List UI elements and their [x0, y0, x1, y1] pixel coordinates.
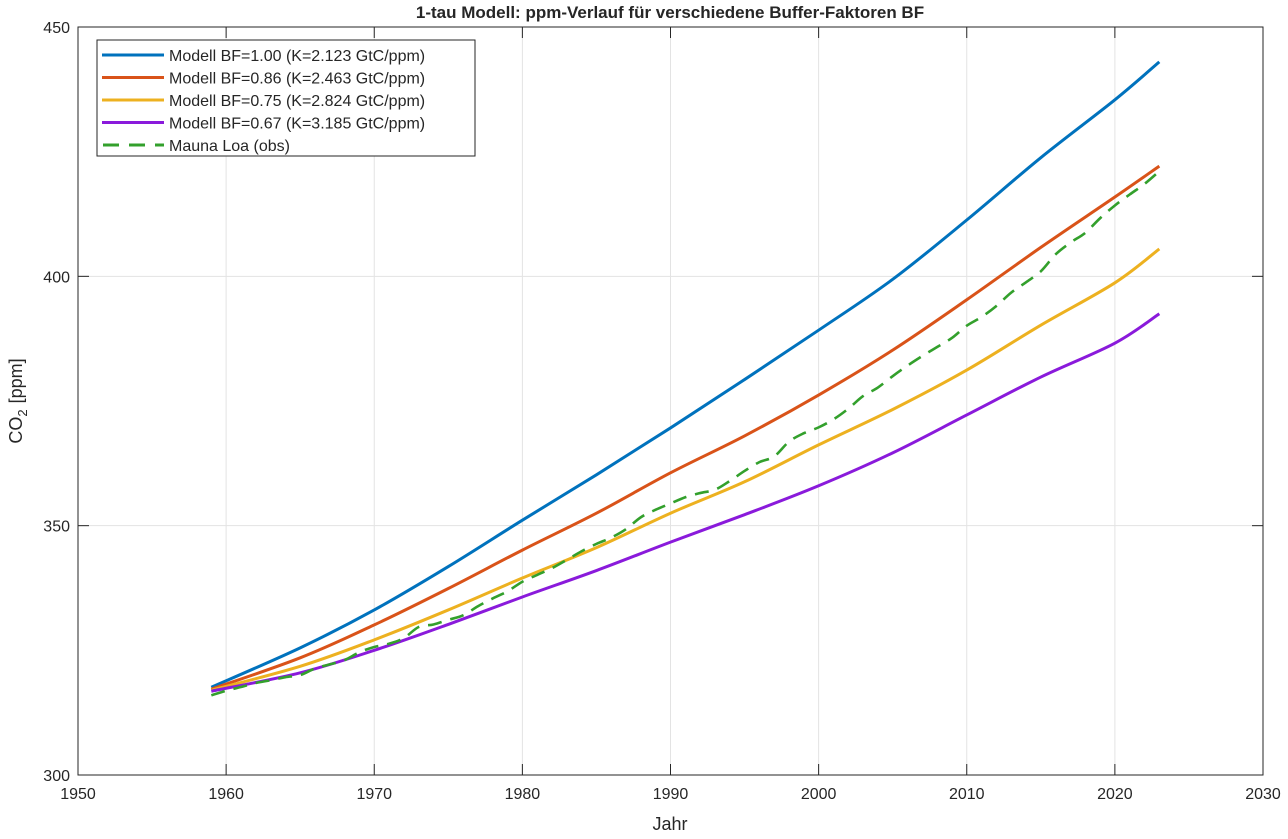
axis-ticks: 1950 1960 1970 1980 1990 2000 2010 2020 2030 300 3… [43, 20, 1281, 803]
x-tick-label: 1960 [208, 786, 244, 803]
x-tick-label: 2000 [801, 786, 837, 803]
y-tick-label: 400 [43, 269, 70, 286]
series-line-1 [210, 60, 1161, 689]
legend-label: Modell BF=0.86 (K=2.463 GtC/ppm) [169, 71, 425, 88]
legend-label: Mauna Loa (obs) [169, 138, 290, 155]
series-line-5 [210, 170, 1161, 697]
x-tick-label: 1980 [505, 786, 541, 803]
series-line-4 [211, 312, 1161, 693]
x-tick-label: 1950 [60, 786, 96, 803]
x-tick-label: 1970 [356, 786, 392, 803]
legend: Modell BF=1.00 (K=2.123 GtC/ppm) Modell B… [96, 39, 476, 157]
x-axis-label: Jahr [652, 814, 687, 834]
y-tick-label: 300 [43, 768, 70, 785]
legend-label: Modell BF=1.00 (K=2.123 GtC/ppm) [169, 48, 425, 65]
legend-label: Modell BF=0.67 (K=3.185 GtC/ppm) [169, 116, 425, 133]
y-tick-label: 450 [43, 20, 70, 37]
x-tick-label: 2030 [1245, 786, 1281, 803]
legend-label: Modell BF=0.75 (K=2.824 GtC/ppm) [169, 93, 425, 110]
x-tick-label: 2020 [1097, 786, 1133, 803]
series-line-3 [210, 247, 1161, 692]
y-axis-label: CO2[ppm] [6, 358, 30, 443]
y-tick-label: 350 [43, 519, 70, 536]
x-tick-label: 1990 [653, 786, 689, 803]
series-line-2 [210, 164, 1161, 691]
series-lines [210, 60, 1161, 697]
x-tick-label: 2010 [949, 786, 985, 803]
chart-title: 1-tau Modell: ppm-Verlauf für verschiede… [416, 3, 924, 22]
